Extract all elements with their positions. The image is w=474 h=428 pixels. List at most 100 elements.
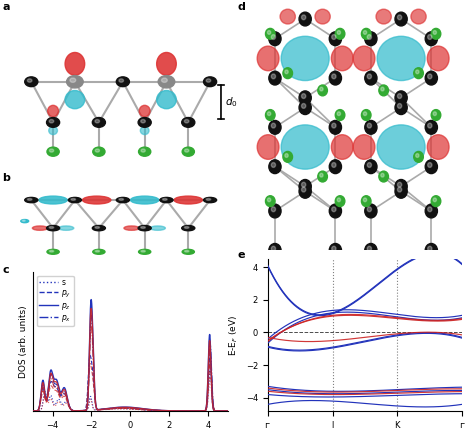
Circle shape — [299, 263, 311, 277]
Circle shape — [367, 246, 372, 251]
Circle shape — [95, 149, 100, 152]
Circle shape — [367, 207, 372, 212]
Circle shape — [329, 71, 341, 85]
Ellipse shape — [65, 53, 85, 75]
Circle shape — [47, 250, 59, 254]
Ellipse shape — [353, 135, 375, 159]
Circle shape — [395, 184, 407, 198]
Circle shape — [182, 147, 194, 156]
Circle shape — [431, 110, 441, 120]
Circle shape — [138, 250, 151, 254]
Circle shape — [397, 104, 401, 108]
Ellipse shape — [257, 135, 279, 159]
Circle shape — [431, 196, 441, 207]
Circle shape — [379, 85, 389, 96]
Circle shape — [318, 171, 328, 182]
Circle shape — [267, 198, 271, 202]
Circle shape — [271, 246, 275, 251]
Circle shape — [267, 112, 271, 116]
Circle shape — [269, 71, 281, 85]
Circle shape — [416, 70, 419, 74]
Circle shape — [299, 101, 311, 115]
Circle shape — [271, 35, 275, 39]
Circle shape — [301, 104, 306, 108]
Ellipse shape — [411, 9, 426, 24]
Circle shape — [271, 74, 275, 79]
Circle shape — [428, 163, 432, 167]
Circle shape — [301, 187, 306, 192]
Ellipse shape — [49, 127, 57, 134]
Circle shape — [365, 160, 377, 174]
Circle shape — [283, 68, 292, 79]
Circle shape — [332, 207, 336, 212]
Circle shape — [361, 196, 371, 207]
Circle shape — [301, 15, 306, 20]
Circle shape — [367, 123, 372, 128]
Circle shape — [433, 30, 437, 34]
Circle shape — [332, 163, 336, 167]
Circle shape — [25, 197, 38, 203]
Circle shape — [367, 35, 372, 39]
Circle shape — [162, 78, 167, 82]
Circle shape — [332, 123, 336, 128]
Circle shape — [335, 28, 345, 39]
Circle shape — [395, 263, 407, 277]
Circle shape — [46, 226, 60, 231]
Circle shape — [95, 119, 100, 123]
Circle shape — [381, 87, 384, 91]
Circle shape — [395, 101, 407, 115]
Circle shape — [318, 85, 328, 96]
Circle shape — [95, 250, 100, 252]
Circle shape — [158, 76, 175, 88]
Ellipse shape — [124, 226, 139, 230]
Ellipse shape — [315, 9, 330, 24]
Circle shape — [206, 79, 211, 82]
Circle shape — [337, 30, 340, 34]
Circle shape — [138, 147, 151, 156]
Circle shape — [301, 266, 306, 271]
Circle shape — [184, 226, 189, 229]
Circle shape — [119, 79, 124, 82]
Ellipse shape — [376, 9, 392, 24]
Circle shape — [365, 120, 377, 134]
Circle shape — [428, 35, 432, 39]
Circle shape — [299, 179, 311, 193]
Ellipse shape — [281, 36, 329, 80]
Circle shape — [269, 32, 281, 46]
Circle shape — [397, 266, 401, 271]
Circle shape — [116, 197, 129, 203]
Ellipse shape — [150, 226, 165, 230]
Circle shape — [271, 163, 275, 167]
Ellipse shape — [174, 196, 202, 204]
Circle shape — [367, 163, 372, 167]
Ellipse shape — [353, 46, 375, 71]
Circle shape — [433, 112, 437, 116]
Circle shape — [416, 154, 419, 158]
Circle shape — [425, 71, 438, 85]
Circle shape — [269, 204, 281, 218]
Circle shape — [425, 244, 438, 257]
Ellipse shape — [331, 135, 353, 159]
Circle shape — [141, 250, 145, 252]
Circle shape — [332, 35, 336, 39]
Circle shape — [93, 147, 105, 156]
Circle shape — [27, 199, 32, 200]
Ellipse shape — [377, 125, 425, 169]
Ellipse shape — [139, 105, 150, 117]
Circle shape — [337, 112, 340, 116]
Text: a: a — [2, 2, 10, 12]
Ellipse shape — [280, 9, 295, 24]
Circle shape — [425, 204, 438, 218]
Y-axis label: E-E$_\mathit{F}$ (eV): E-E$_\mathit{F}$ (eV) — [228, 314, 240, 356]
Circle shape — [269, 160, 281, 174]
Circle shape — [265, 110, 275, 120]
Circle shape — [381, 173, 384, 177]
Circle shape — [425, 32, 438, 46]
Circle shape — [364, 112, 367, 116]
Circle shape — [301, 182, 306, 187]
Circle shape — [365, 32, 377, 46]
Circle shape — [138, 226, 151, 231]
Circle shape — [329, 160, 341, 174]
Ellipse shape — [377, 36, 425, 80]
Circle shape — [68, 197, 82, 203]
